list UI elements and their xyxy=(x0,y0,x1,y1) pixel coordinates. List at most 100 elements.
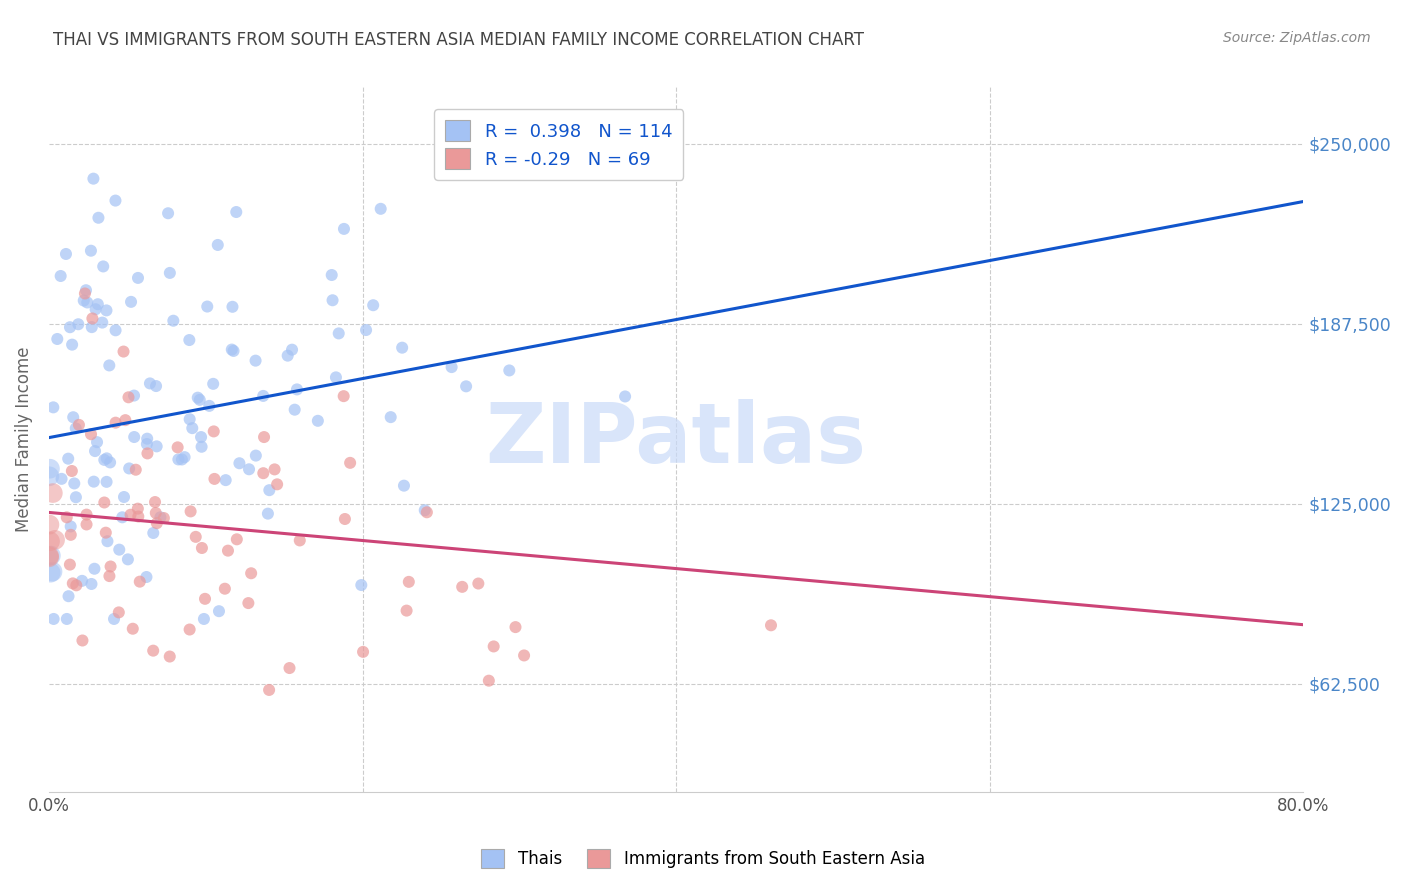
Point xyxy=(328,326,350,341)
Point xyxy=(339,456,361,470)
Point xyxy=(96,451,118,466)
Point xyxy=(159,266,181,280)
Point xyxy=(98,569,121,583)
Point xyxy=(38,549,60,563)
Point xyxy=(170,452,193,467)
Point xyxy=(127,271,149,285)
Point xyxy=(208,604,231,618)
Point xyxy=(142,526,165,541)
Point xyxy=(179,412,201,426)
Point xyxy=(104,323,127,337)
Point xyxy=(42,612,65,626)
Point xyxy=(204,472,226,486)
Point xyxy=(117,552,139,566)
Point xyxy=(38,517,60,532)
Point xyxy=(157,206,180,220)
Point xyxy=(285,383,308,397)
Point xyxy=(120,508,142,522)
Legend: Thais, Immigrants from South Eastern Asia: Thais, Immigrants from South Eastern Asi… xyxy=(474,842,932,875)
Point xyxy=(181,421,204,435)
Point xyxy=(191,541,214,555)
Point xyxy=(96,534,118,549)
Point xyxy=(416,505,439,519)
Point xyxy=(96,303,118,318)
Point xyxy=(288,533,311,548)
Point xyxy=(238,596,260,610)
Point xyxy=(93,453,115,467)
Point xyxy=(221,300,243,314)
Point xyxy=(62,410,84,425)
Point xyxy=(49,268,72,283)
Point xyxy=(142,643,165,657)
Point xyxy=(245,449,267,463)
Point xyxy=(253,430,276,444)
Point xyxy=(217,543,239,558)
Point xyxy=(84,302,107,317)
Point xyxy=(84,444,107,458)
Point xyxy=(228,456,250,470)
Point xyxy=(187,391,209,405)
Point xyxy=(263,462,285,476)
Point xyxy=(39,549,62,563)
Point xyxy=(38,469,60,483)
Point xyxy=(91,260,114,274)
Point xyxy=(498,363,520,377)
Point xyxy=(392,478,415,492)
Point xyxy=(67,318,90,332)
Point xyxy=(252,389,274,403)
Point xyxy=(759,618,782,632)
Point xyxy=(325,370,347,384)
Point xyxy=(59,320,82,334)
Point xyxy=(198,399,221,413)
Point xyxy=(83,475,105,489)
Point xyxy=(456,379,478,393)
Point xyxy=(194,591,217,606)
Point xyxy=(145,506,167,520)
Point xyxy=(252,466,274,480)
Point xyxy=(98,455,121,469)
Point xyxy=(76,295,98,310)
Point xyxy=(117,390,139,404)
Point xyxy=(104,416,127,430)
Point xyxy=(245,353,267,368)
Point xyxy=(153,511,176,525)
Point xyxy=(65,421,87,435)
Point xyxy=(58,589,80,603)
Point xyxy=(73,286,96,301)
Point xyxy=(202,425,225,439)
Point xyxy=(215,473,238,487)
Point xyxy=(80,427,103,442)
Point xyxy=(82,311,104,326)
Point xyxy=(118,461,141,475)
Point xyxy=(193,612,215,626)
Point xyxy=(257,507,280,521)
Point xyxy=(207,238,229,252)
Point xyxy=(80,577,103,591)
Point xyxy=(56,612,79,626)
Point xyxy=(214,582,236,596)
Point xyxy=(257,682,280,697)
Point xyxy=(145,379,167,393)
Point xyxy=(162,314,184,328)
Point xyxy=(127,501,149,516)
Point xyxy=(136,446,159,460)
Point xyxy=(321,268,343,282)
Point xyxy=(284,402,307,417)
Point xyxy=(143,495,166,509)
Point xyxy=(440,360,463,375)
Point xyxy=(87,297,110,311)
Point xyxy=(195,300,218,314)
Point xyxy=(173,450,195,464)
Point xyxy=(467,576,489,591)
Point xyxy=(478,673,501,688)
Point xyxy=(62,576,84,591)
Point xyxy=(59,519,82,533)
Point xyxy=(259,483,281,498)
Point xyxy=(149,510,172,524)
Point xyxy=(112,344,135,359)
Point xyxy=(70,574,93,588)
Point xyxy=(86,435,108,450)
Point xyxy=(122,388,145,402)
Point xyxy=(75,283,97,297)
Point xyxy=(225,205,247,219)
